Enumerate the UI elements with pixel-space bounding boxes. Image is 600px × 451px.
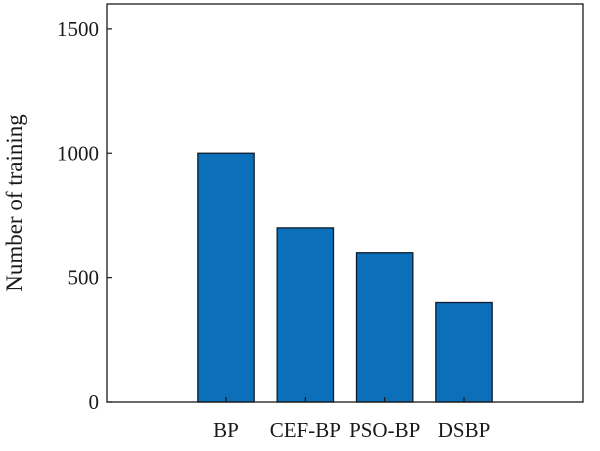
bar-cef-bp [276,227,335,403]
y-axis-label: Number of training [2,114,27,292]
x-tick-label: BP [213,418,239,442]
bars-group [197,152,493,403]
y-tick-label: 1000 [57,141,99,165]
y-tick-label: 0 [89,390,100,414]
x-axis-ticks: BP CEF-BP PSO-BP DSBP [213,397,490,442]
x-tick-label: PSO-BP [349,418,420,442]
bar-dsbp [435,301,493,403]
y-tick-label: 500 [68,266,100,290]
y-axis-ticks: 0 500 1000 1500 [57,17,112,414]
y-tick-label: 1500 [57,17,99,41]
bar-pso-bp [355,252,414,403]
plot-frame [106,3,584,403]
x-tick-label: CEF-BP [270,418,341,442]
x-tick-label: DSBP [438,418,491,442]
bar-bp [197,152,255,403]
